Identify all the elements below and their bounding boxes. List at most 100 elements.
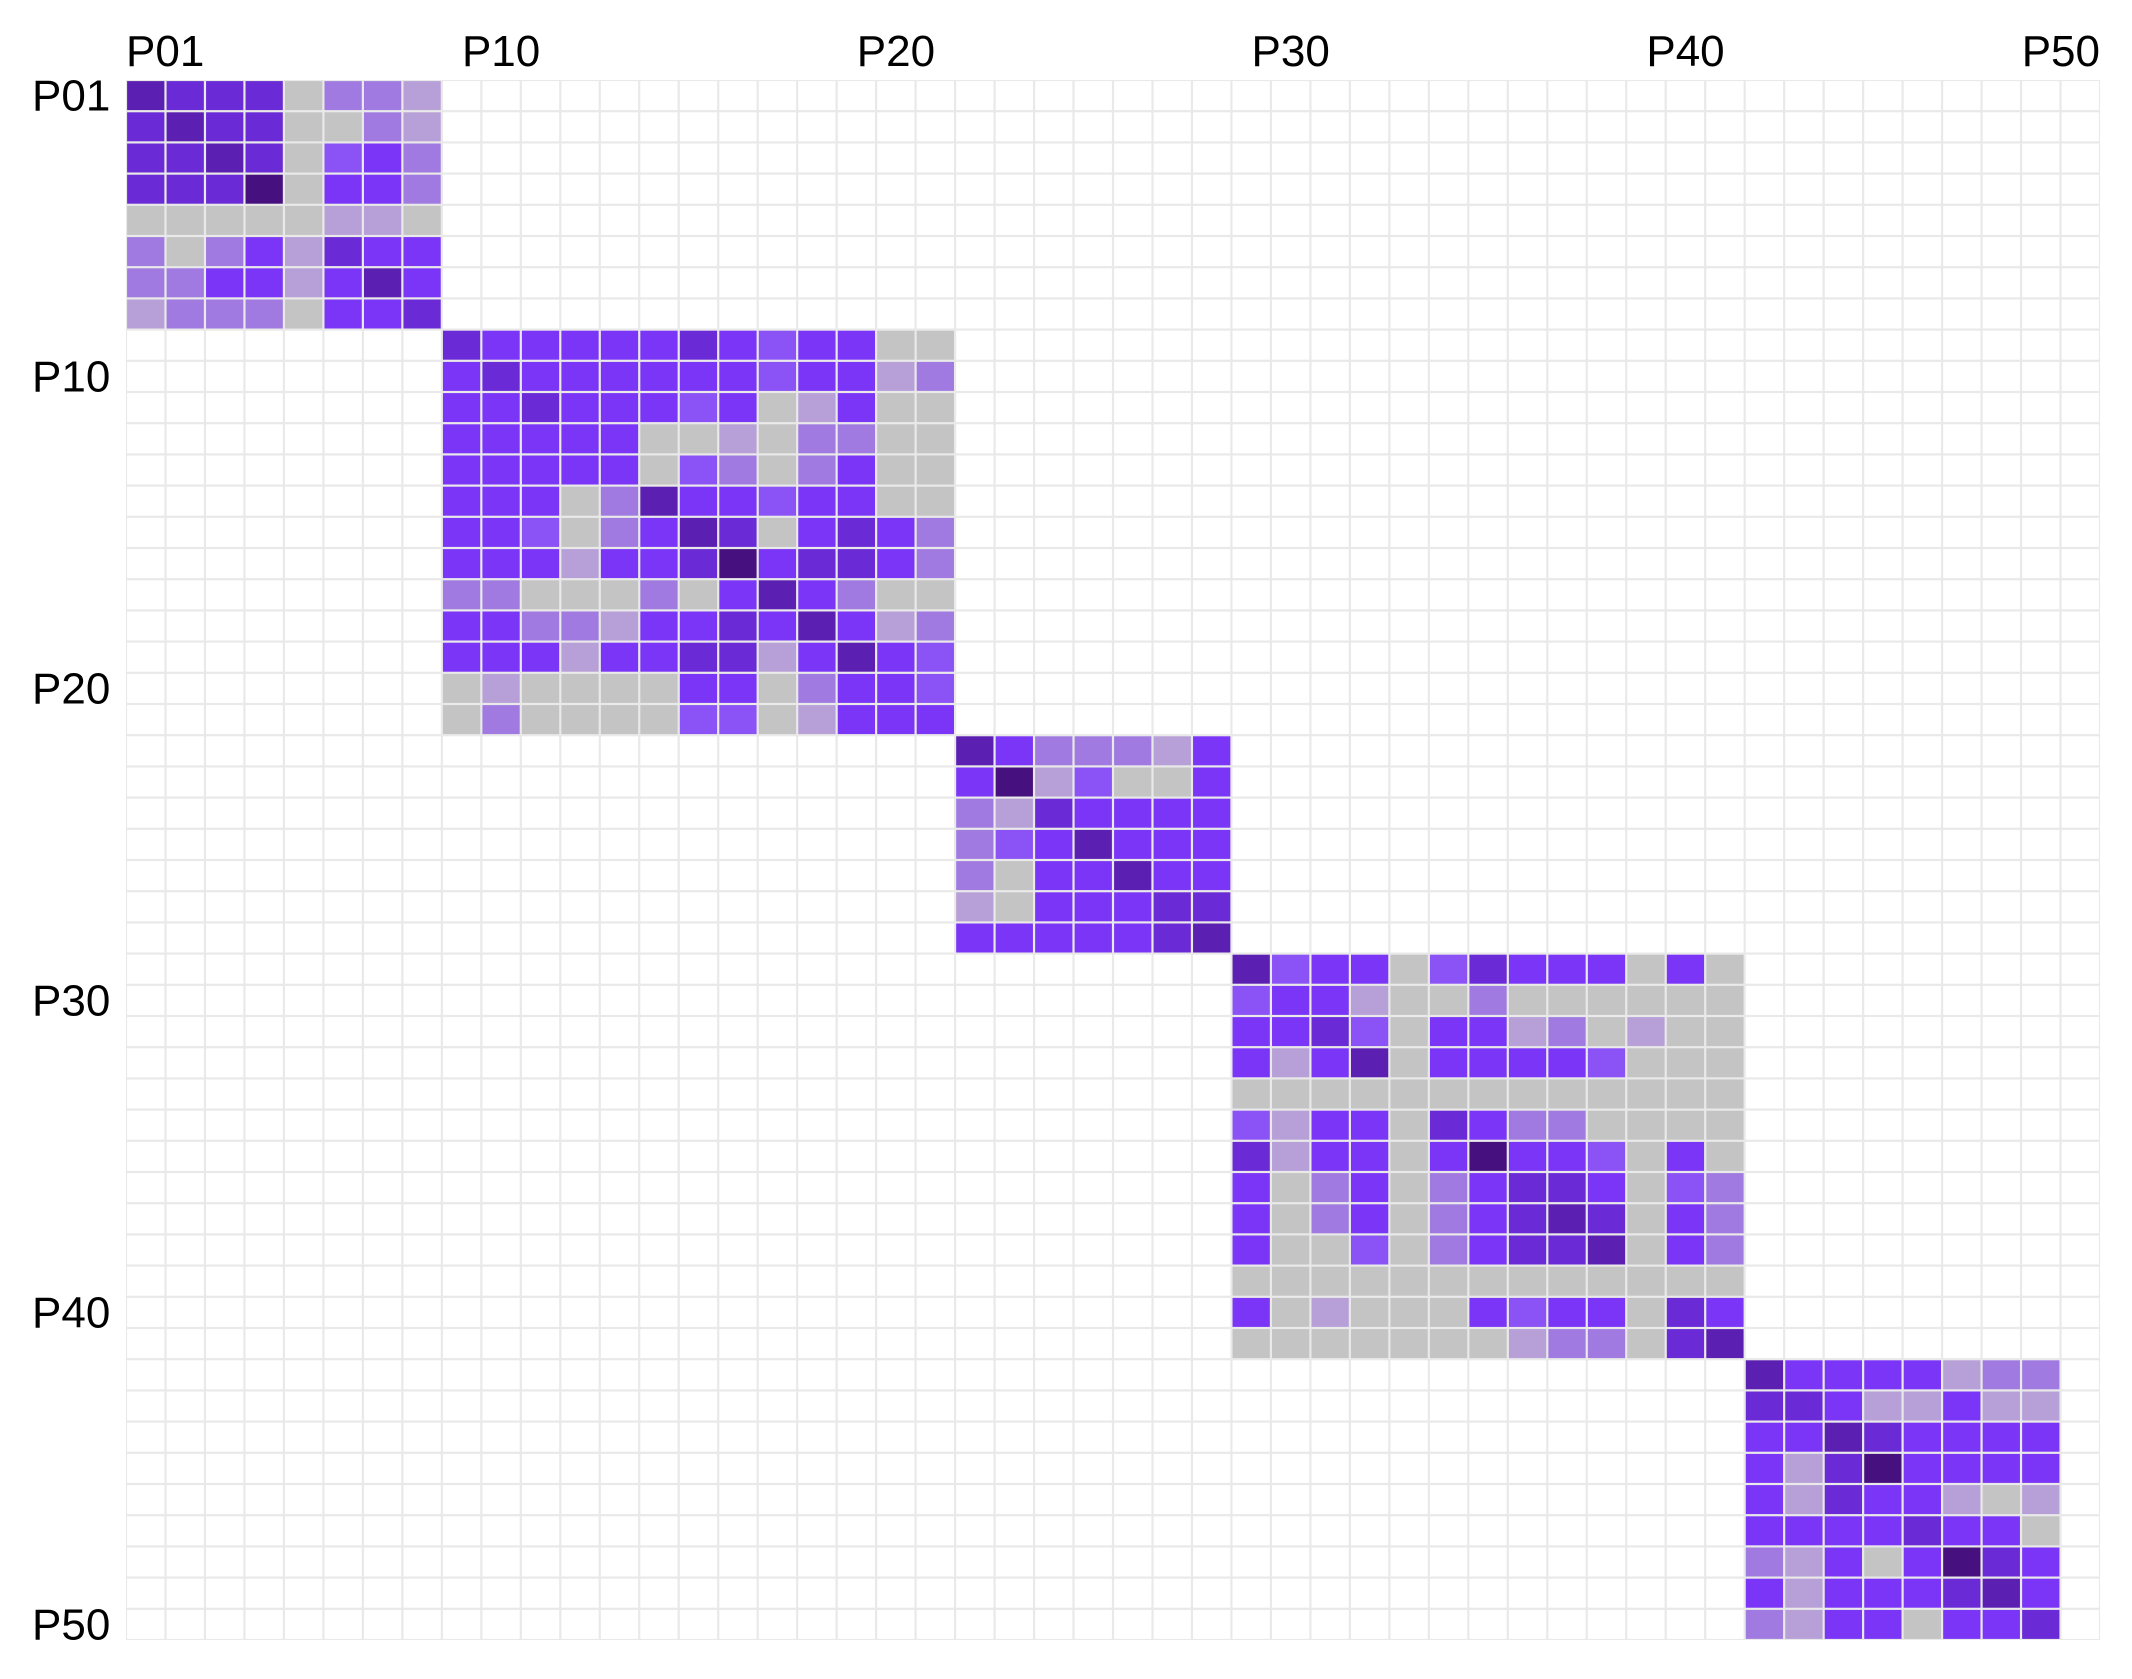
heatmap-cell — [127, 705, 165, 735]
heatmap-cell — [1074, 205, 1112, 235]
heatmap-cell — [1745, 517, 1784, 547]
heatmap-cell — [877, 954, 915, 984]
heatmap-cell — [1153, 1547, 1191, 1577]
heatmap-cell — [1232, 424, 1270, 454]
heatmap-cell — [1153, 361, 1191, 391]
heatmap-cell — [1469, 1391, 1507, 1421]
heatmap-cell — [1864, 1485, 1902, 1515]
heatmap-cell — [442, 1297, 481, 1327]
heatmap-cell — [1074, 486, 1112, 516]
heatmap-cell — [1311, 829, 1349, 859]
heatmap-cell — [1272, 580, 1310, 610]
heatmap-cell — [245, 361, 283, 391]
heatmap-cell — [1311, 892, 1349, 922]
heatmap-cell — [1706, 1141, 1744, 1171]
heatmap-cell — [1153, 268, 1191, 298]
heatmap-cell — [1390, 81, 1428, 111]
heatmap-cell — [206, 1485, 244, 1515]
heatmap-cell — [1311, 393, 1349, 423]
heatmap-cell — [482, 517, 520, 547]
heatmap-cell — [1232, 1578, 1270, 1608]
heatmap-cell — [1311, 1329, 1349, 1359]
heatmap-cell — [1785, 330, 1823, 360]
heatmap-cell — [798, 829, 836, 859]
heatmap-cell — [916, 1329, 954, 1359]
heatmap-cell — [1350, 1609, 1389, 1639]
heatmap-cell — [837, 1173, 876, 1203]
heatmap-cell — [1508, 237, 1547, 267]
heatmap-cell — [1390, 1391, 1428, 1421]
heatmap-cell — [1074, 330, 1112, 360]
heatmap-cell — [995, 1485, 1033, 1515]
heatmap-cell — [1864, 1422, 1902, 1452]
heatmap-cell — [1548, 1391, 1586, 1421]
heatmap-cell — [206, 1329, 244, 1359]
heatmap-cell — [521, 517, 560, 547]
heatmap-cell — [2022, 1048, 2060, 1078]
heatmap-cell — [1785, 829, 1823, 859]
heatmap-cell — [916, 393, 954, 423]
heatmap-cell — [1627, 1329, 1665, 1359]
heatmap-cell — [640, 736, 678, 766]
heatmap-cell — [1074, 1360, 1112, 1390]
heatmap-cell — [1153, 174, 1191, 204]
heatmap-cell — [1429, 393, 1468, 423]
heatmap-cell — [916, 861, 954, 891]
heatmap-cell — [1627, 143, 1665, 173]
heatmap-cell — [1508, 736, 1547, 766]
heatmap-cell — [1272, 1235, 1310, 1265]
heatmap-cell — [166, 673, 204, 703]
heatmap-cell — [482, 1173, 520, 1203]
heatmap-cell — [1706, 268, 1744, 298]
heatmap-cell — [1193, 517, 1231, 547]
heatmap-cell — [1153, 705, 1191, 735]
heatmap-cell — [1864, 1141, 1902, 1171]
heatmap-cell — [363, 1485, 402, 1515]
heatmap-cell — [1864, 549, 1902, 579]
heatmap-cell — [837, 455, 876, 485]
heatmap-cell — [442, 673, 481, 703]
heatmap-cell — [758, 892, 797, 922]
heatmap-cell — [1429, 1079, 1468, 1109]
heatmap-cell — [1864, 268, 1902, 298]
heatmap-cell — [127, 767, 165, 797]
heatmap-cell — [1587, 1609, 1626, 1639]
heatmap-cell — [956, 174, 994, 204]
heatmap-cell — [2061, 549, 2099, 579]
heatmap-cell — [758, 705, 797, 735]
heatmap-cell — [1824, 1360, 1863, 1390]
heatmap-cell — [916, 1017, 954, 1047]
heatmap-cell — [1548, 205, 1586, 235]
heatmap-cell — [679, 892, 718, 922]
heatmap-cell — [1429, 112, 1468, 142]
heatmap-cell — [1627, 393, 1665, 423]
heatmap-cell — [1587, 143, 1626, 173]
heatmap-cell — [956, 1609, 994, 1639]
heatmap-cell — [758, 1079, 797, 1109]
heatmap-cell — [1824, 393, 1863, 423]
heatmap-cell — [561, 1578, 599, 1608]
heatmap-cell — [956, 580, 994, 610]
heatmap-cell — [1943, 580, 1981, 610]
heatmap-cell — [363, 1110, 402, 1140]
heatmap-cell — [1587, 1110, 1626, 1140]
heatmap-cell — [1193, 673, 1231, 703]
heatmap-cell — [127, 455, 165, 485]
heatmap-cell — [285, 1048, 323, 1078]
heatmap-cell — [1390, 361, 1428, 391]
heatmap-cell — [1469, 673, 1507, 703]
heatmap-cell — [1587, 1048, 1626, 1078]
heatmap-cell — [1469, 705, 1507, 735]
heatmap-cell — [127, 268, 165, 298]
heatmap-cell — [798, 736, 836, 766]
heatmap-cell — [561, 705, 599, 735]
heatmap-cell — [1469, 1173, 1507, 1203]
heatmap-cell — [521, 361, 560, 391]
heatmap-cell — [1943, 455, 1981, 485]
heatmap-cell — [1311, 205, 1349, 235]
heatmap-cell — [1232, 580, 1270, 610]
heatmap-cell — [1429, 1329, 1468, 1359]
heatmap-cell — [758, 361, 797, 391]
heatmap-cell — [166, 861, 204, 891]
heatmap-cell — [1311, 1453, 1349, 1483]
